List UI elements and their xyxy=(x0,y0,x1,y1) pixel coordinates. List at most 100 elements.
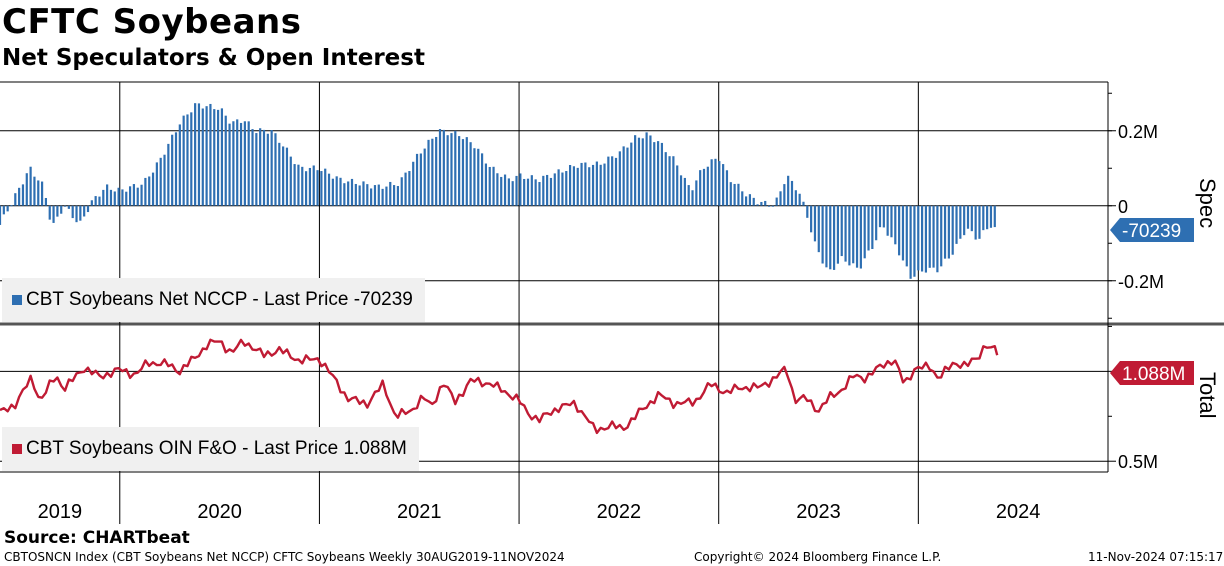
spec-bar xyxy=(224,115,227,206)
spec-bar xyxy=(14,193,17,206)
spec-bar xyxy=(136,187,139,206)
x-tick-label: 2021 xyxy=(397,501,442,523)
spec-bar xyxy=(228,123,231,206)
spec-bar xyxy=(94,196,97,206)
spec-bar xyxy=(419,153,422,206)
spec-bar xyxy=(523,178,526,206)
spec-axis-title: Spec xyxy=(1195,178,1220,228)
spec-bar xyxy=(710,159,713,206)
spec-bar xyxy=(687,185,690,206)
spec-bar xyxy=(959,205,962,239)
spec-bar xyxy=(943,205,947,259)
spec-bar xyxy=(366,184,369,206)
spec-bar xyxy=(469,142,472,206)
spec-bar xyxy=(836,205,840,264)
spec-bar xyxy=(634,135,637,206)
spec-bar xyxy=(779,191,782,206)
legend-spec-swatch xyxy=(12,295,22,305)
spec-bar xyxy=(725,170,729,206)
spec-bar xyxy=(171,134,174,206)
spec-bar xyxy=(737,183,740,206)
spec-bar xyxy=(98,196,101,206)
spec-bar xyxy=(423,148,426,206)
spec-bar xyxy=(591,164,595,206)
spec-bar xyxy=(802,201,805,206)
spec-bar xyxy=(844,205,847,262)
spec-bar xyxy=(825,205,828,268)
spec-bar xyxy=(748,194,752,206)
total-axis-title: Total xyxy=(1195,372,1220,418)
spec-bar xyxy=(496,173,499,206)
spec-bar xyxy=(182,115,185,206)
x-tick-label: 2024 xyxy=(996,501,1041,523)
spec-bar xyxy=(213,109,216,206)
spec-bar xyxy=(595,161,598,206)
spec-bar xyxy=(871,205,874,250)
spec-bar xyxy=(989,205,993,228)
spec-tick-label: -0.2M xyxy=(1118,272,1164,292)
chart-title: CFTC Soybeans xyxy=(2,2,302,42)
spec-bar xyxy=(829,205,832,270)
spec-bar xyxy=(607,156,610,206)
spec-bar xyxy=(236,119,239,206)
spec-bar xyxy=(588,167,591,206)
spec-bar xyxy=(37,180,40,206)
spec-bar xyxy=(783,184,786,206)
spec-bar xyxy=(266,133,269,206)
spec-bar xyxy=(335,176,338,206)
spec-bar xyxy=(427,139,430,206)
spec-last-value-tag: -70239 xyxy=(1110,218,1194,242)
spec-bar xyxy=(882,205,885,228)
spec-bar xyxy=(458,136,461,206)
spec-bar xyxy=(293,164,296,206)
spec-bar xyxy=(186,114,189,206)
spec-bar xyxy=(255,133,258,206)
spec-bar xyxy=(102,189,105,206)
spec-bar xyxy=(86,205,90,213)
spec-bar xyxy=(339,177,342,206)
spec-last-value-tag-bg xyxy=(1110,218,1194,242)
spec-bar xyxy=(503,174,507,206)
spec-bar xyxy=(282,146,285,206)
spec-bar xyxy=(676,165,679,206)
spec-bar xyxy=(898,205,901,256)
spec-bar xyxy=(442,129,445,206)
total-series-line xyxy=(0,338,999,435)
spec-bar xyxy=(121,189,124,206)
spec-bar xyxy=(438,129,442,206)
spec-bar xyxy=(867,205,870,251)
spec-bar xyxy=(132,184,136,206)
spec-bar xyxy=(10,205,13,207)
spec-bar xyxy=(354,183,357,206)
spec-bar xyxy=(21,184,25,206)
spec-bar xyxy=(546,174,549,206)
spec-bar xyxy=(473,148,476,206)
spec-bar xyxy=(450,133,453,206)
spec-bar xyxy=(174,132,178,206)
spec-bar xyxy=(408,171,411,206)
timestamp: 11-Nov-2024 07:15:17 xyxy=(1088,550,1224,564)
spec-bar xyxy=(970,205,973,232)
spec-bar xyxy=(538,182,541,206)
spec-bar xyxy=(75,205,78,223)
spec-bar xyxy=(576,167,579,206)
spec-bar xyxy=(25,173,28,206)
spec-bar xyxy=(894,205,897,245)
spec-bar xyxy=(511,181,514,206)
spec-bar xyxy=(6,205,9,212)
x-tick-label: 2020 xyxy=(197,501,242,523)
spec-bar xyxy=(381,188,384,206)
spec-bar xyxy=(477,148,480,206)
spec-bar xyxy=(951,205,954,255)
spec-bar xyxy=(905,205,908,267)
spec-bar xyxy=(159,157,162,206)
spec-bar xyxy=(821,205,824,264)
spec-bar xyxy=(672,156,675,206)
index-info: CBTOSNCN Index (CBT Soybeans Net NCCP) C… xyxy=(4,550,565,564)
spec-bar xyxy=(113,191,116,206)
spec-bar xyxy=(148,176,151,206)
spec-bar xyxy=(247,121,250,206)
spec-bar xyxy=(216,109,220,206)
spec-bar xyxy=(771,205,774,207)
spec-bar xyxy=(79,205,82,221)
